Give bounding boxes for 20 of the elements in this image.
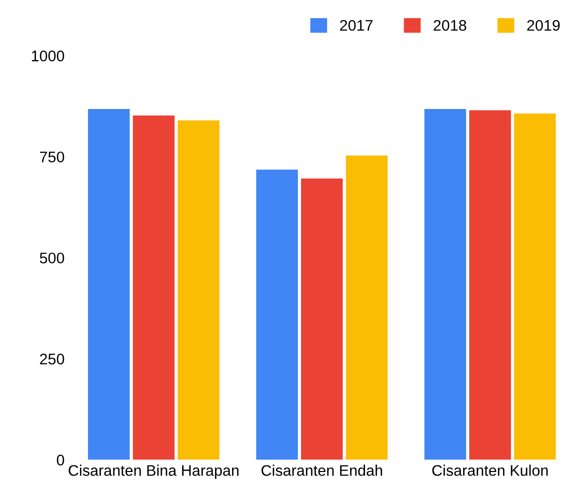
legend-label: 2018: [434, 20, 466, 31]
x-tick-label: Cisaranten Kulon: [432, 464, 548, 476]
y-tick-label: 250: [40, 354, 64, 364]
bar: [178, 120, 220, 460]
legend-label: 2017: [340, 20, 373, 31]
y-tick-label: 1000: [32, 50, 64, 62]
bar: [346, 155, 388, 460]
x-tick-label: Cisaranten Bina Harapan: [68, 464, 238, 479]
bar: [88, 109, 130, 460]
x-tick-label: Cisaranten Endah: [262, 464, 382, 476]
y-tick-label: 750: [40, 152, 64, 162]
bar: [424, 109, 466, 460]
bar: [514, 113, 556, 460]
y-tick-label: 500: [40, 252, 64, 264]
y-tick-label: 0: [56, 454, 64, 466]
bar: [256, 170, 298, 460]
bar: [301, 178, 343, 460]
legend-label: 2019: [527, 20, 560, 31]
bar: [132, 115, 175, 460]
bar: [469, 110, 511, 460]
